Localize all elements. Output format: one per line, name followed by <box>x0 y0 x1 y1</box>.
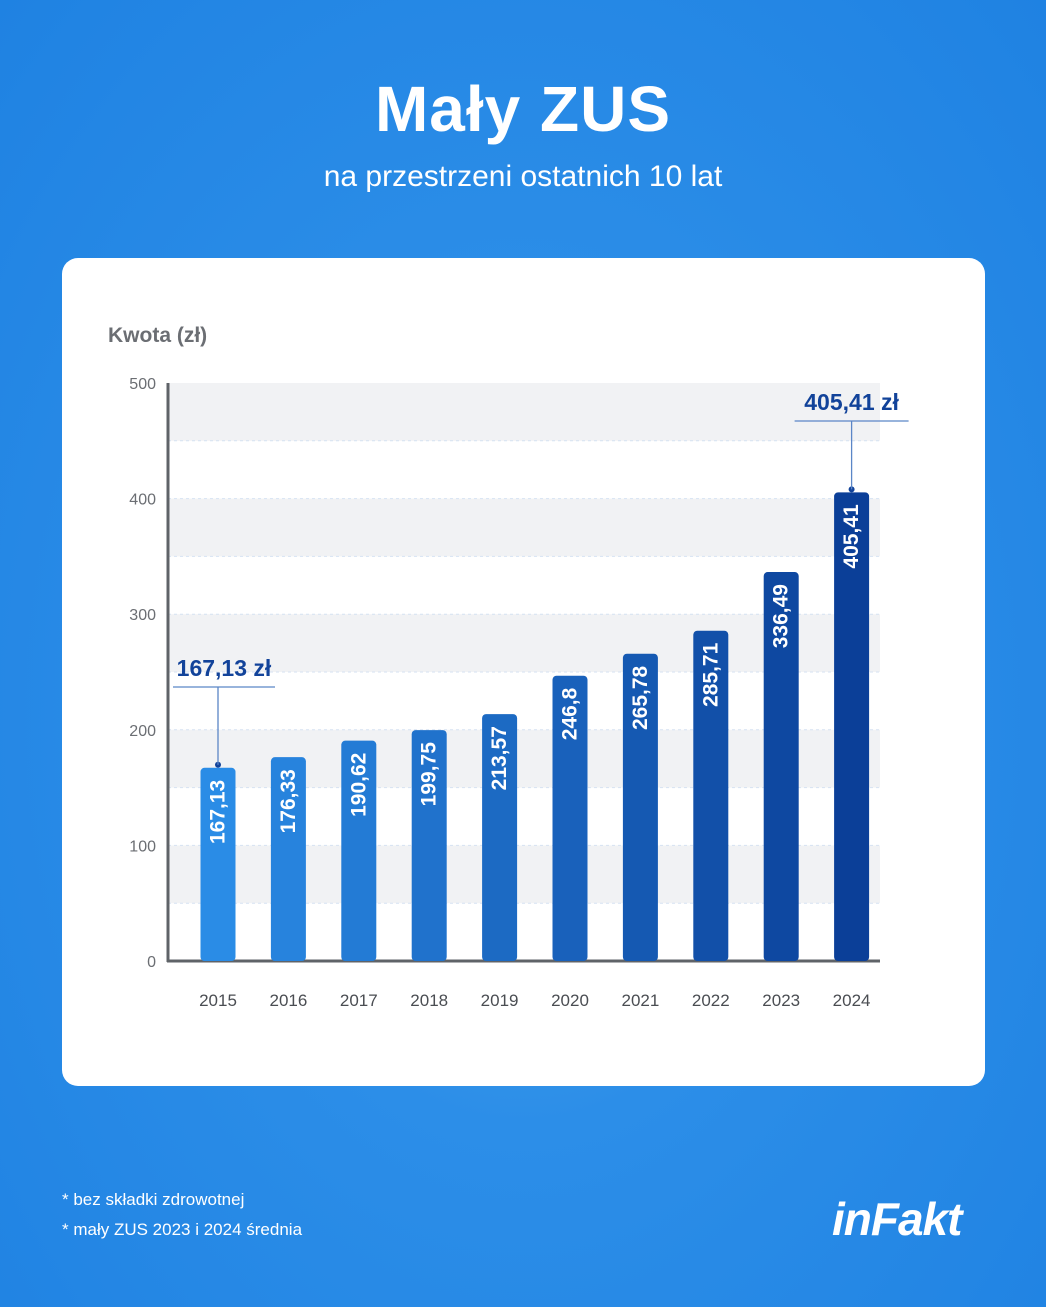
footnote-health: * bez składki zdrowotnej <box>62 1190 245 1209</box>
grid-band <box>168 498 880 557</box>
x-tick-label: 2021 <box>621 991 659 1010</box>
y-axis-label: Kwota (zł) <box>108 324 208 347</box>
grid-band <box>168 383 880 441</box>
y-tick-label: 0 <box>147 954 156 971</box>
bar-2019 <box>482 714 518 961</box>
bar-2024 <box>834 492 870 961</box>
y-tick-label: 100 <box>129 838 156 855</box>
y-tick-label: 500 <box>129 376 156 393</box>
infakt-logo: inFakt <box>832 1193 962 1245</box>
x-tick-label: 2020 <box>551 991 589 1010</box>
y-tick-label: 300 <box>129 607 156 624</box>
x-tick-label: 2018 <box>410 991 448 1010</box>
bar-2023 <box>763 572 799 961</box>
bar-value-label: 265,78 <box>629 665 652 730</box>
chart-card: 0 100 200 300 400 500 167,13 2015 176,33 2016 190,… <box>62 258 985 1086</box>
x-tick-label: 2016 <box>269 991 307 1010</box>
y-tick-label: 400 <box>129 492 156 509</box>
x-tick-label: 2024 <box>833 991 871 1010</box>
bar-2015 <box>200 767 236 961</box>
bar-value-label: 246,8 <box>559 687 582 740</box>
y-tick-label: 200 <box>129 723 156 740</box>
chart-subtitle: na przestrzeni ostatnich 10 lat <box>323 160 723 193</box>
x-tick-label: 2019 <box>481 991 519 1010</box>
bar-2016 <box>270 757 306 961</box>
x-tick-label: 2023 <box>762 991 800 1010</box>
x-tick-label: 2015 <box>199 991 237 1010</box>
annotation-label: 167,13 zł <box>177 655 272 681</box>
footnote-average: * mały ZUS 2023 i 2024 średnia <box>62 1220 303 1239</box>
bar-chart: 0 100 200 300 400 500 167,13 2015 176,33 2016 190,… <box>129 376 909 1010</box>
bar-value-label: 336,49 <box>770 584 793 648</box>
x-tick-label: 2022 <box>692 991 730 1010</box>
bar-value-label: 285,71 <box>699 642 722 707</box>
bar-value-label: 167,13 <box>207 780 230 844</box>
chart-title: Mały ZUS <box>374 73 672 145</box>
bar-2021 <box>622 653 658 961</box>
bar-value-label: 176,33 <box>277 769 300 833</box>
x-tick-label: 2017 <box>340 991 378 1010</box>
bar-2017 <box>341 740 377 961</box>
bar-2020 <box>552 675 588 961</box>
bar-2022 <box>693 630 729 961</box>
bar-value-label: 199,75 <box>418 742 441 807</box>
bar-value-label: 190,62 <box>347 753 370 817</box>
bar-value-label: 405,41 <box>840 504 863 569</box>
bar-2018 <box>411 730 447 961</box>
bar-value-label: 213,57 <box>488 726 511 790</box>
grid-band <box>168 614 880 672</box>
annotation-label: 405,41 zł <box>804 389 899 415</box>
